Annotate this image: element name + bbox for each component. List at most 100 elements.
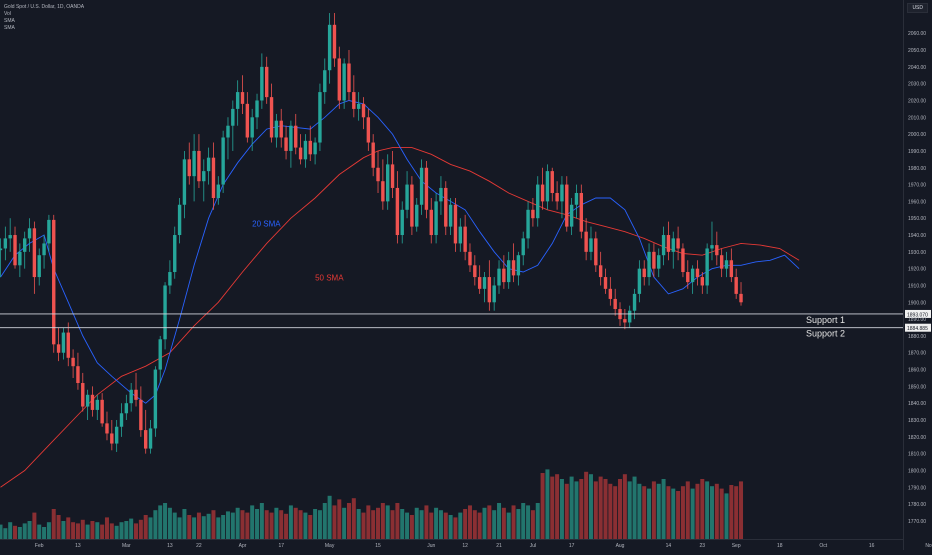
volume-bar [95, 522, 100, 539]
volume-bar [695, 483, 700, 539]
candle-body [439, 187, 443, 202]
candle-body [13, 235, 17, 266]
candle-body [458, 226, 462, 244]
volume-bar [661, 479, 666, 539]
volume-bar [284, 513, 289, 539]
volume-bar [690, 488, 695, 539]
x-tick-label: 17 [278, 543, 284, 549]
price-tag [905, 309, 931, 318]
candle-body [695, 268, 700, 278]
candle-body [463, 226, 467, 252]
volume-bar [666, 486, 671, 539]
volume-bar [61, 521, 66, 539]
candle-body [284, 137, 288, 151]
candle-body [100, 399, 104, 424]
candle-body [632, 293, 637, 311]
volume-bar [42, 527, 47, 539]
legend-sma-20[interactable]: SMA [4, 18, 15, 24]
volume-bar [685, 481, 690, 539]
candle-body [245, 103, 250, 138]
volume-bar [124, 521, 129, 539]
legend-vol[interactable]: Vol [4, 11, 11, 17]
candle-body [265, 66, 269, 98]
y-tick-label: 1840.00 [908, 401, 926, 407]
volume-bar [46, 522, 51, 539]
candle-body [226, 125, 230, 138]
candle-body [492, 285, 496, 303]
x-tick-label: Oct [819, 543, 827, 549]
currency-button[interactable]: USD [907, 3, 928, 13]
volume-bar [288, 505, 293, 539]
candle-body [71, 357, 75, 367]
volume-bar [535, 503, 540, 539]
candle-body [598, 265, 603, 278]
candle-body [240, 92, 245, 104]
volume-bar [235, 507, 240, 539]
y-tick-label: 1810.00 [908, 452, 926, 458]
candle-body [0, 248, 3, 251]
volume-bar [671, 488, 676, 539]
volume-bar [526, 505, 531, 539]
y-tick-label: 2010.00 [908, 115, 926, 121]
candle-body [637, 268, 642, 294]
volume-bar [27, 521, 32, 539]
x-tick-label: 13 [75, 543, 81, 549]
volume-bar [158, 505, 163, 539]
volume-bar [75, 523, 80, 539]
volume-bar [395, 503, 400, 539]
candle-body [657, 255, 661, 269]
volume-bar [651, 481, 656, 539]
volume-bar [487, 505, 492, 539]
candle-body [187, 159, 191, 177]
x-tick-label: 15 [375, 543, 381, 549]
x-tick-label: 21 [496, 543, 502, 549]
volume-bar [637, 483, 642, 539]
candle-body [279, 120, 283, 138]
volume-bar [409, 515, 414, 539]
volume-bar [405, 512, 410, 539]
sma-annotation: 50 SMA [315, 273, 344, 282]
candle-body [76, 366, 80, 384]
candle-body [734, 277, 738, 294]
volume-bar [13, 525, 18, 539]
volume-bar [182, 509, 187, 539]
candle-body [487, 277, 492, 303]
candle-body [729, 260, 734, 278]
candle-body [700, 277, 704, 286]
x-tick-label: Nov [925, 543, 932, 549]
y-tick-label: 1790.00 [908, 485, 926, 491]
volume-bar [298, 510, 303, 539]
volume-bar [501, 507, 506, 539]
volume-bar [414, 507, 419, 539]
y-tick-label: 1850.00 [908, 384, 926, 390]
candle-body [352, 92, 356, 109]
candle-body [739, 293, 743, 303]
candle-body [477, 277, 482, 289]
volume-bar [279, 510, 284, 539]
candle-body [608, 288, 613, 299]
symbol-title[interactable]: Gold Spot / U.S. Dollar, 1D, OANDA [4, 4, 85, 10]
candle-body [584, 231, 588, 252]
candle-body [473, 265, 477, 278]
volume-bar [138, 519, 143, 539]
volume-bar [419, 510, 424, 539]
volume-bar [196, 512, 201, 539]
candle-body [405, 184, 409, 210]
x-tick-label: 22 [196, 543, 202, 549]
candle-body [61, 332, 66, 353]
volume-bar [51, 509, 56, 539]
volume-bar [613, 486, 618, 539]
volume-bar [676, 491, 681, 539]
volume-bar [579, 479, 584, 539]
volume-bar [332, 505, 337, 539]
candle-body [569, 204, 574, 227]
legend-sma-50[interactable]: SMA [4, 25, 15, 31]
sma-annotation: 20 SMA [252, 220, 281, 229]
volume-bar [463, 509, 468, 539]
volume-bar [342, 507, 347, 539]
volume-bar [574, 481, 579, 539]
candle-body [390, 164, 395, 188]
volume-bar [66, 517, 71, 539]
